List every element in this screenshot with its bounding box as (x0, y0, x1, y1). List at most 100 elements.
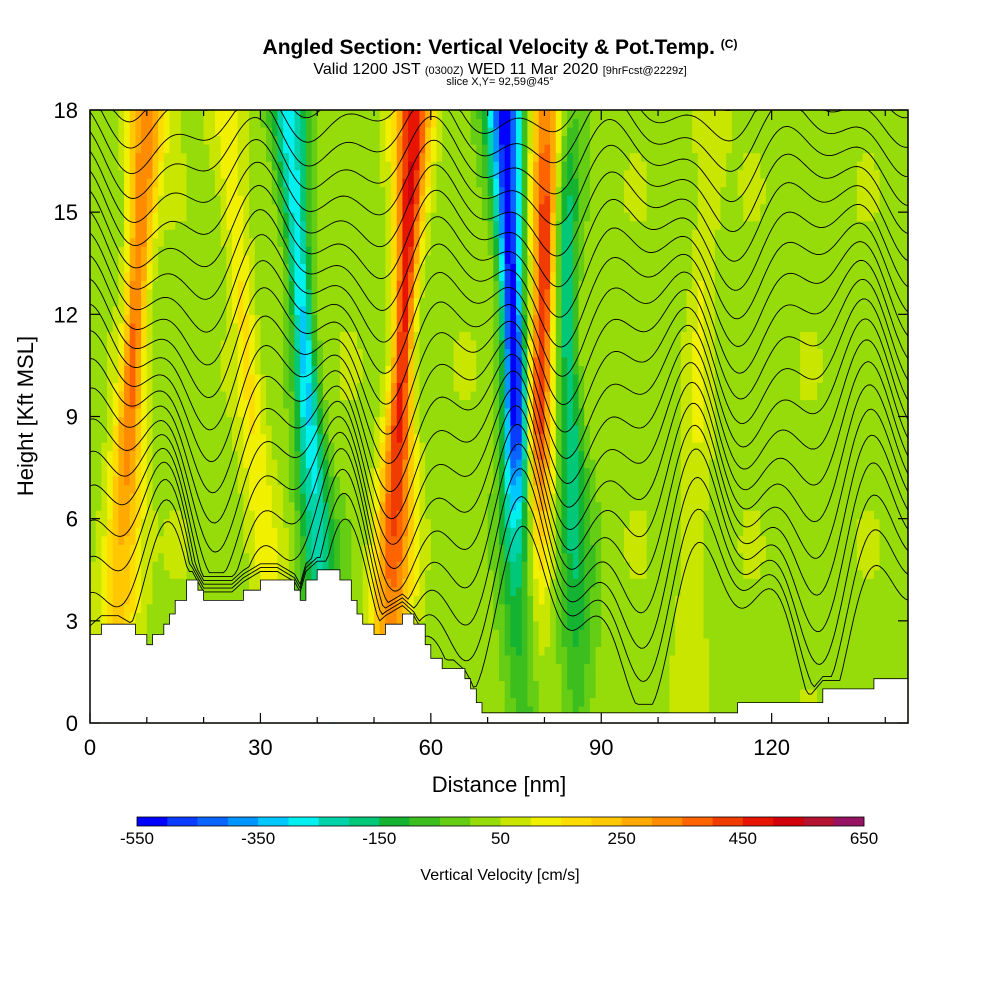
velocity-cell (232, 595, 239, 605)
velocity-cell (129, 612, 137, 622)
velocity-cell (118, 493, 125, 503)
velocity-cell (453, 569, 460, 579)
velocity-cell (368, 144, 375, 154)
velocity-cell (391, 195, 398, 205)
velocity-cell (249, 212, 256, 222)
velocity-cell (447, 586, 455, 596)
velocity-cell (249, 288, 256, 298)
velocity-cell (413, 569, 421, 579)
velocity-cell (226, 246, 233, 256)
velocity-cell (220, 493, 227, 503)
velocity-cell (277, 237, 284, 247)
velocity-cell (146, 569, 154, 579)
velocity-cell (476, 569, 483, 579)
velocity-cell (317, 220, 324, 230)
velocity-cell (107, 416, 114, 426)
velocity-cell (283, 510, 290, 520)
velocity-cell (379, 135, 386, 145)
velocity-cell (163, 433, 171, 443)
velocity-cell (249, 322, 256, 332)
velocity-cell (305, 237, 313, 247)
velocity-cell (311, 161, 318, 171)
velocity-cell (192, 186, 199, 196)
velocity-cell (95, 476, 102, 486)
velocity-cell (186, 416, 193, 426)
velocity-cell (163, 203, 171, 213)
velocity-cell (283, 569, 290, 579)
velocity-cell (112, 339, 119, 349)
velocity-cell (232, 390, 239, 401)
velocity-cell (413, 229, 421, 239)
velocity-cell (271, 314, 279, 324)
velocity-cell (430, 603, 438, 613)
velocity-cell (305, 544, 313, 554)
velocity-cell (112, 450, 119, 460)
velocity-cell (339, 144, 347, 154)
velocity-cell (356, 178, 364, 188)
velocity-cell (447, 544, 455, 554)
velocity-cell (391, 110, 398, 120)
velocity-cell (266, 416, 273, 426)
velocity-cell (425, 127, 432, 137)
velocity-cell (180, 314, 188, 324)
velocity-cell (368, 118, 375, 128)
velocity-cell (294, 169, 301, 179)
velocity-cell (402, 246, 409, 256)
velocity-cell (209, 527, 216, 537)
velocity-cell (226, 510, 233, 520)
velocity-cell (430, 629, 438, 639)
velocity-cell (334, 467, 341, 477)
velocity-cell (396, 399, 404, 409)
velocity-cell (277, 263, 284, 273)
velocity-cell (453, 127, 460, 137)
velocity-cell (305, 127, 313, 137)
velocity-cell (283, 110, 290, 120)
velocity-cell (209, 535, 216, 545)
velocity-cell (232, 544, 239, 554)
velocity-cell (129, 450, 137, 460)
velocity-cell (425, 314, 432, 324)
velocity-cell (294, 161, 301, 171)
velocity-cell (453, 416, 460, 426)
velocity-cell (163, 169, 171, 179)
velocity-cell (464, 578, 472, 588)
velocity-cell (220, 246, 227, 256)
velocity-cell (254, 144, 262, 154)
velocity-cell (129, 254, 137, 264)
velocity-cell (453, 382, 460, 392)
velocity-cell (146, 407, 154, 418)
velocity-cell (283, 331, 290, 341)
velocity-cell (152, 118, 159, 128)
velocity-cell (459, 390, 466, 401)
velocity-cell (135, 297, 142, 307)
velocity-cell (334, 144, 341, 154)
velocity-cell (254, 399, 262, 409)
velocity-cell (419, 459, 426, 469)
velocity-cell (186, 280, 193, 290)
velocity-cell (249, 152, 256, 162)
velocity-cell (214, 544, 222, 554)
velocity-cell (430, 459, 438, 469)
velocity-cell (129, 382, 137, 392)
velocity-cell (186, 433, 193, 443)
velocity-cell (95, 348, 102, 358)
velocity-cell (249, 280, 256, 290)
velocity-cell (118, 603, 125, 613)
velocity-cell (163, 331, 171, 341)
velocity-cell (209, 459, 216, 469)
velocity-cell (175, 305, 182, 315)
velocity-cell (192, 263, 199, 273)
velocity-cell (243, 425, 250, 435)
velocity-cell (180, 229, 188, 239)
velocity-cell (470, 322, 477, 332)
velocity-cell (260, 459, 267, 469)
velocity-cell (356, 578, 364, 588)
velocity-cell (374, 561, 381, 571)
velocity-cell (129, 595, 137, 605)
velocity-cell (442, 459, 449, 469)
velocity-cell (169, 195, 176, 205)
velocity-cell (197, 561, 205, 571)
velocity-cell (442, 544, 449, 554)
velocity-cell (232, 459, 239, 469)
velocity-cell (300, 390, 307, 401)
